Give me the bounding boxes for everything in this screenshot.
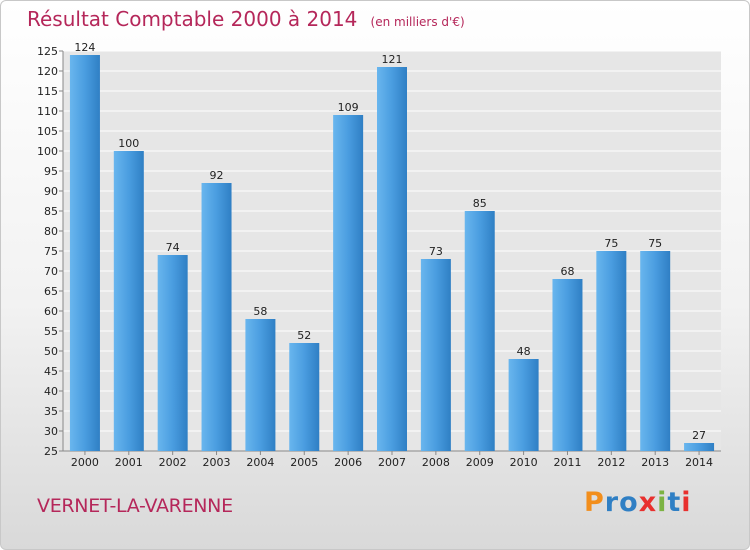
y-tick-label: 45 [44,365,58,378]
data-label: 75 [604,237,618,250]
x-tick-label: 2012 [597,456,625,469]
y-tick-label: 125 [37,45,58,58]
y-tick-label: 55 [44,325,58,338]
bar [508,359,539,451]
bar [464,211,495,451]
y-tick-label: 70 [44,265,58,278]
x-tick-label: 2008 [422,456,450,469]
x-tick-label: 2005 [290,456,318,469]
bar [201,183,232,451]
data-label: 27 [692,429,706,442]
data-label: 48 [517,345,531,358]
y-tick-label: 25 [44,445,58,458]
data-label: 52 [297,329,311,342]
data-label: 85 [473,197,487,210]
x-tick-label: 2003 [203,456,231,469]
x-tick-label: 2006 [334,456,362,469]
y-tick-label: 115 [37,85,58,98]
bar [333,115,364,451]
data-label: 73 [429,245,443,258]
bar [245,319,276,451]
proxiti-logo[interactable]: Proxiti [584,487,692,518]
bar [113,151,144,451]
y-tick-label: 65 [44,285,58,298]
x-tick-label: 2009 [466,456,494,469]
chart-unit-note: (en milliers d'€) [370,15,465,29]
y-tick-label: 120 [37,65,58,78]
bar [684,443,715,451]
x-tick-label: 2011 [553,456,581,469]
logo-letter: i [681,487,692,518]
x-tick-label: 2000 [71,456,99,469]
bar [596,251,627,451]
x-tick-label: 2001 [115,456,143,469]
logo-letter: o [619,487,639,518]
logo-letter: P [584,487,605,518]
y-tick-label: 60 [44,305,58,318]
chart-title-main: Résultat Comptable 2000 à 2014 [27,7,358,31]
y-tick-label: 75 [44,245,58,258]
x-tick-label: 2014 [685,456,713,469]
data-label: 124 [74,41,95,54]
town-name: VERNET-LA-VARENNE [37,495,233,517]
data-label: 74 [166,241,180,254]
chart-title: Résultat Comptable 2000 à 2014 (en milli… [27,7,465,31]
data-label: 58 [253,305,267,318]
bar [640,251,671,451]
bar [289,343,320,451]
data-label: 100 [118,137,139,150]
bar [420,259,451,451]
x-tick-label: 2010 [510,456,538,469]
bar [377,67,407,451]
bar [69,55,100,451]
x-tick-label: 2002 [159,456,187,469]
y-tick-label: 50 [44,345,58,358]
y-tick-label: 95 [44,165,58,178]
y-tick-label: 100 [37,145,58,158]
x-tick-label: 2013 [641,456,669,469]
data-label: 68 [560,265,574,278]
y-tick-label: 105 [37,125,58,138]
y-tick-label: 85 [44,205,58,218]
bar [552,279,583,451]
data-label: 109 [338,101,359,114]
data-label: 92 [210,169,224,182]
x-tick-label: 2007 [378,456,406,469]
bar [157,255,188,451]
data-label: 75 [648,237,662,250]
y-tick-label: 110 [37,105,58,118]
x-tick-label: 2004 [246,456,274,469]
data-label: 121 [382,53,403,66]
y-tick-label: 30 [44,425,58,438]
logo-letter: r [604,487,620,518]
logo-letter: x [638,487,658,518]
y-tick-label: 35 [44,405,58,418]
y-tick-label: 90 [44,185,58,198]
y-tick-label: 80 [44,225,58,238]
logo-letter: t [667,487,682,518]
y-tick-label: 40 [44,385,58,398]
logo-letter: i [657,487,668,518]
